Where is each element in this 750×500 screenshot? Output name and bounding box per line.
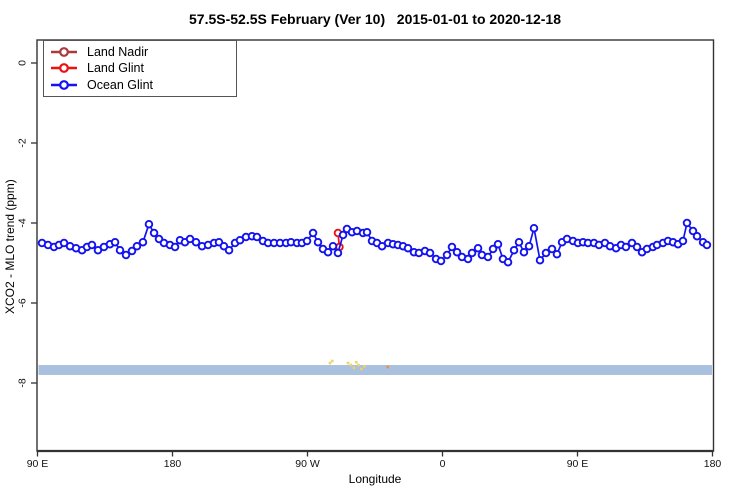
x-axis-label: Longitude xyxy=(348,472,402,486)
y-tick-label: 0 xyxy=(17,60,29,66)
legend-marker-icon xyxy=(51,63,77,74)
legend-marker-icon xyxy=(51,79,77,90)
x-tick-label: 90 W xyxy=(295,458,320,470)
data-point xyxy=(467,248,477,258)
data-point xyxy=(252,232,262,242)
y-tick-label: -2 xyxy=(17,138,29,147)
chart-title: 57.5S-52.5S February (Ver 10) 2015-01-01… xyxy=(189,11,561,27)
speck-point xyxy=(360,367,363,371)
data-point xyxy=(463,254,473,264)
data-point xyxy=(447,242,457,252)
data-point xyxy=(503,257,513,267)
data-point xyxy=(678,236,688,246)
data-point xyxy=(452,247,462,257)
data-point xyxy=(132,241,142,251)
y-tick-label: -6 xyxy=(17,298,29,307)
series-ocean-glint xyxy=(37,218,712,267)
data-point xyxy=(138,237,148,247)
legend-label: Ocean Glint xyxy=(87,77,154,92)
speck-point xyxy=(346,361,350,365)
x-tick-label: 0 xyxy=(440,458,446,470)
speck-point xyxy=(330,359,334,363)
legend-item-ocean-glint: Ocean Glint xyxy=(44,78,236,92)
data-point xyxy=(688,226,698,236)
legend-label: Land Glint xyxy=(87,61,144,76)
y-tick-label: -8 xyxy=(17,378,29,387)
data-point xyxy=(488,244,498,254)
data-point xyxy=(127,246,137,256)
data-point xyxy=(436,256,446,266)
data-point xyxy=(121,250,131,260)
data-point xyxy=(302,236,312,246)
data-point xyxy=(702,240,712,250)
data-point xyxy=(442,250,452,260)
x-tick-label: 180 xyxy=(164,458,182,470)
data-point xyxy=(541,248,551,258)
y-axis-label: XCO2 - MLO trend (ppm) xyxy=(3,179,17,315)
data-point xyxy=(115,245,125,255)
data-point xyxy=(535,255,545,265)
data-point xyxy=(110,237,120,247)
data-point xyxy=(144,219,154,229)
legend-item-land-glint: Land Glint xyxy=(44,61,236,75)
data-point xyxy=(308,228,318,238)
data-point xyxy=(338,230,348,240)
data-point xyxy=(362,227,372,237)
data-point xyxy=(313,237,323,247)
x-axis: 90 E 180 90 W 0 90 E 180 xyxy=(27,451,722,470)
speck-point xyxy=(352,366,356,370)
speck-point xyxy=(328,361,332,365)
data-point xyxy=(692,231,702,241)
data-point xyxy=(547,244,557,254)
data-point xyxy=(552,249,562,259)
data-point xyxy=(403,243,413,253)
x-tick-label: 180 xyxy=(704,458,722,470)
y-axis: 0 -2 -4 -6 -8 xyxy=(17,60,37,388)
land-specks xyxy=(328,359,390,371)
data-point xyxy=(149,228,159,238)
data-point xyxy=(509,245,519,255)
speck-point xyxy=(357,363,360,367)
data-point xyxy=(170,242,180,252)
data-point xyxy=(483,252,493,262)
data-point xyxy=(621,242,631,252)
data-point xyxy=(514,237,524,247)
speck-point xyxy=(386,365,390,369)
data-point xyxy=(87,240,97,250)
legend-box: Land Nadir Land Glint Ocean Glint xyxy=(43,40,237,97)
legend-label: Land Nadir xyxy=(87,45,149,60)
legend-item-land-nadir: Land Nadir xyxy=(44,45,236,59)
data-point xyxy=(191,237,201,247)
speck-point xyxy=(349,363,353,367)
x-tick-label: 90 E xyxy=(27,458,49,470)
y-tick-label: -4 xyxy=(17,218,29,227)
data-point xyxy=(519,247,529,257)
x-tick-label: 90 E xyxy=(567,458,589,470)
data-point xyxy=(328,241,338,251)
data-point xyxy=(632,242,642,252)
data-point xyxy=(333,248,343,258)
legend-marker-icon xyxy=(51,47,77,58)
data-point xyxy=(425,248,435,258)
data-point xyxy=(682,218,692,228)
data-point xyxy=(524,241,534,251)
highlight-band xyxy=(38,365,712,375)
speck-point xyxy=(363,364,366,368)
data-point xyxy=(473,243,483,253)
data-point xyxy=(493,239,503,249)
data-point xyxy=(529,223,539,233)
data-point xyxy=(323,247,333,257)
speck-point xyxy=(354,360,358,364)
data-point xyxy=(224,245,234,255)
